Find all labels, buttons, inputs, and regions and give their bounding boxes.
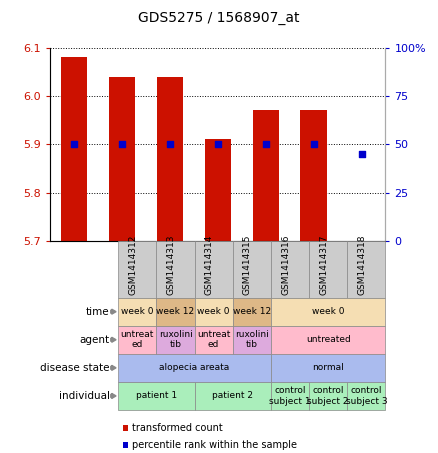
- Text: control
subject 2: control subject 2: [307, 386, 349, 405]
- Text: control
subject 1: control subject 1: [269, 386, 311, 405]
- Point: [310, 140, 317, 148]
- Bar: [300, 111, 327, 241]
- Text: disease state: disease state: [40, 363, 110, 373]
- Bar: [61, 57, 88, 241]
- Text: untreated: untreated: [306, 335, 350, 344]
- Text: alopecia areata: alopecia areata: [159, 363, 230, 372]
- Point: [262, 140, 269, 148]
- Text: week 0: week 0: [312, 307, 344, 316]
- Text: transformed count: transformed count: [132, 423, 223, 433]
- Point: [71, 140, 78, 148]
- Text: patient 2: patient 2: [212, 391, 253, 400]
- Text: patient 1: patient 1: [136, 391, 177, 400]
- Text: week 0: week 0: [121, 307, 154, 316]
- Text: untreat
ed: untreat ed: [120, 330, 154, 349]
- Text: GSM1414313: GSM1414313: [166, 235, 176, 295]
- Text: ruxolini
tib: ruxolini tib: [235, 330, 269, 349]
- Text: ruxolini
tib: ruxolini tib: [159, 330, 192, 349]
- Text: GSM1414314: GSM1414314: [205, 235, 214, 295]
- Point: [358, 150, 365, 158]
- Text: GSM1414312: GSM1414312: [128, 235, 138, 295]
- Text: GSM1414318: GSM1414318: [357, 235, 366, 295]
- Point: [214, 140, 221, 148]
- Bar: [157, 77, 183, 241]
- Text: control
subject 3: control subject 3: [346, 386, 387, 405]
- Text: untreat
ed: untreat ed: [197, 330, 230, 349]
- Text: time: time: [86, 307, 110, 317]
- Text: percentile rank within the sample: percentile rank within the sample: [132, 440, 297, 450]
- Text: week 12: week 12: [233, 307, 271, 316]
- Text: GSM1414317: GSM1414317: [319, 235, 328, 295]
- Point: [119, 140, 126, 148]
- Bar: [253, 111, 279, 241]
- Text: GSM1414315: GSM1414315: [243, 235, 252, 295]
- Point: [166, 140, 173, 148]
- Bar: [205, 140, 231, 241]
- Text: individual: individual: [59, 391, 110, 401]
- Bar: [109, 77, 135, 241]
- Text: GDS5275 / 1568907_at: GDS5275 / 1568907_at: [138, 11, 300, 25]
- Text: week 12: week 12: [156, 307, 194, 316]
- Text: GSM1414316: GSM1414316: [281, 235, 290, 295]
- Text: agent: agent: [79, 335, 110, 345]
- Text: normal: normal: [312, 363, 344, 372]
- Text: week 0: week 0: [198, 307, 230, 316]
